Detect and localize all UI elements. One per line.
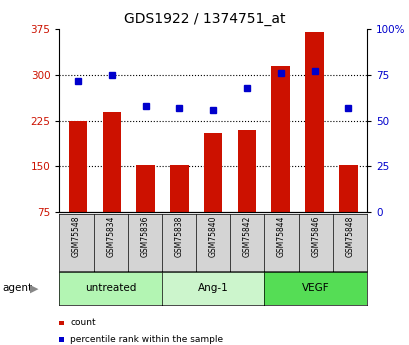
Bar [203, 133, 222, 212]
Text: VEGF: VEGF [301, 284, 329, 293]
Text: count: count [70, 318, 96, 327]
Text: agent: agent [2, 284, 32, 293]
Bar [69, 121, 87, 212]
Bar [237, 130, 256, 212]
Bar [271, 66, 289, 212]
Bar [170, 165, 188, 212]
Text: untreated: untreated [85, 284, 136, 293]
Text: GSM75834: GSM75834 [106, 216, 115, 257]
Text: GSM75842: GSM75842 [242, 216, 251, 257]
Text: GSM75840: GSM75840 [208, 216, 217, 257]
Text: GSM75848: GSM75848 [344, 216, 353, 257]
Text: GSM75846: GSM75846 [310, 216, 319, 257]
Bar [305, 32, 323, 212]
Text: ▶: ▶ [29, 284, 38, 293]
Text: GSM75838: GSM75838 [174, 216, 183, 257]
Text: percentile rank within the sample: percentile rank within the sample [70, 335, 223, 344]
Text: GSM75836: GSM75836 [140, 216, 149, 257]
Text: GSM75548: GSM75548 [72, 216, 81, 257]
Bar [338, 165, 357, 212]
Bar [136, 165, 155, 212]
Bar [102, 111, 121, 212]
Text: GDS1922 / 1374751_at: GDS1922 / 1374751_at [124, 12, 285, 26]
Text: GSM75844: GSM75844 [276, 216, 285, 257]
Text: Ang-1: Ang-1 [198, 284, 228, 293]
